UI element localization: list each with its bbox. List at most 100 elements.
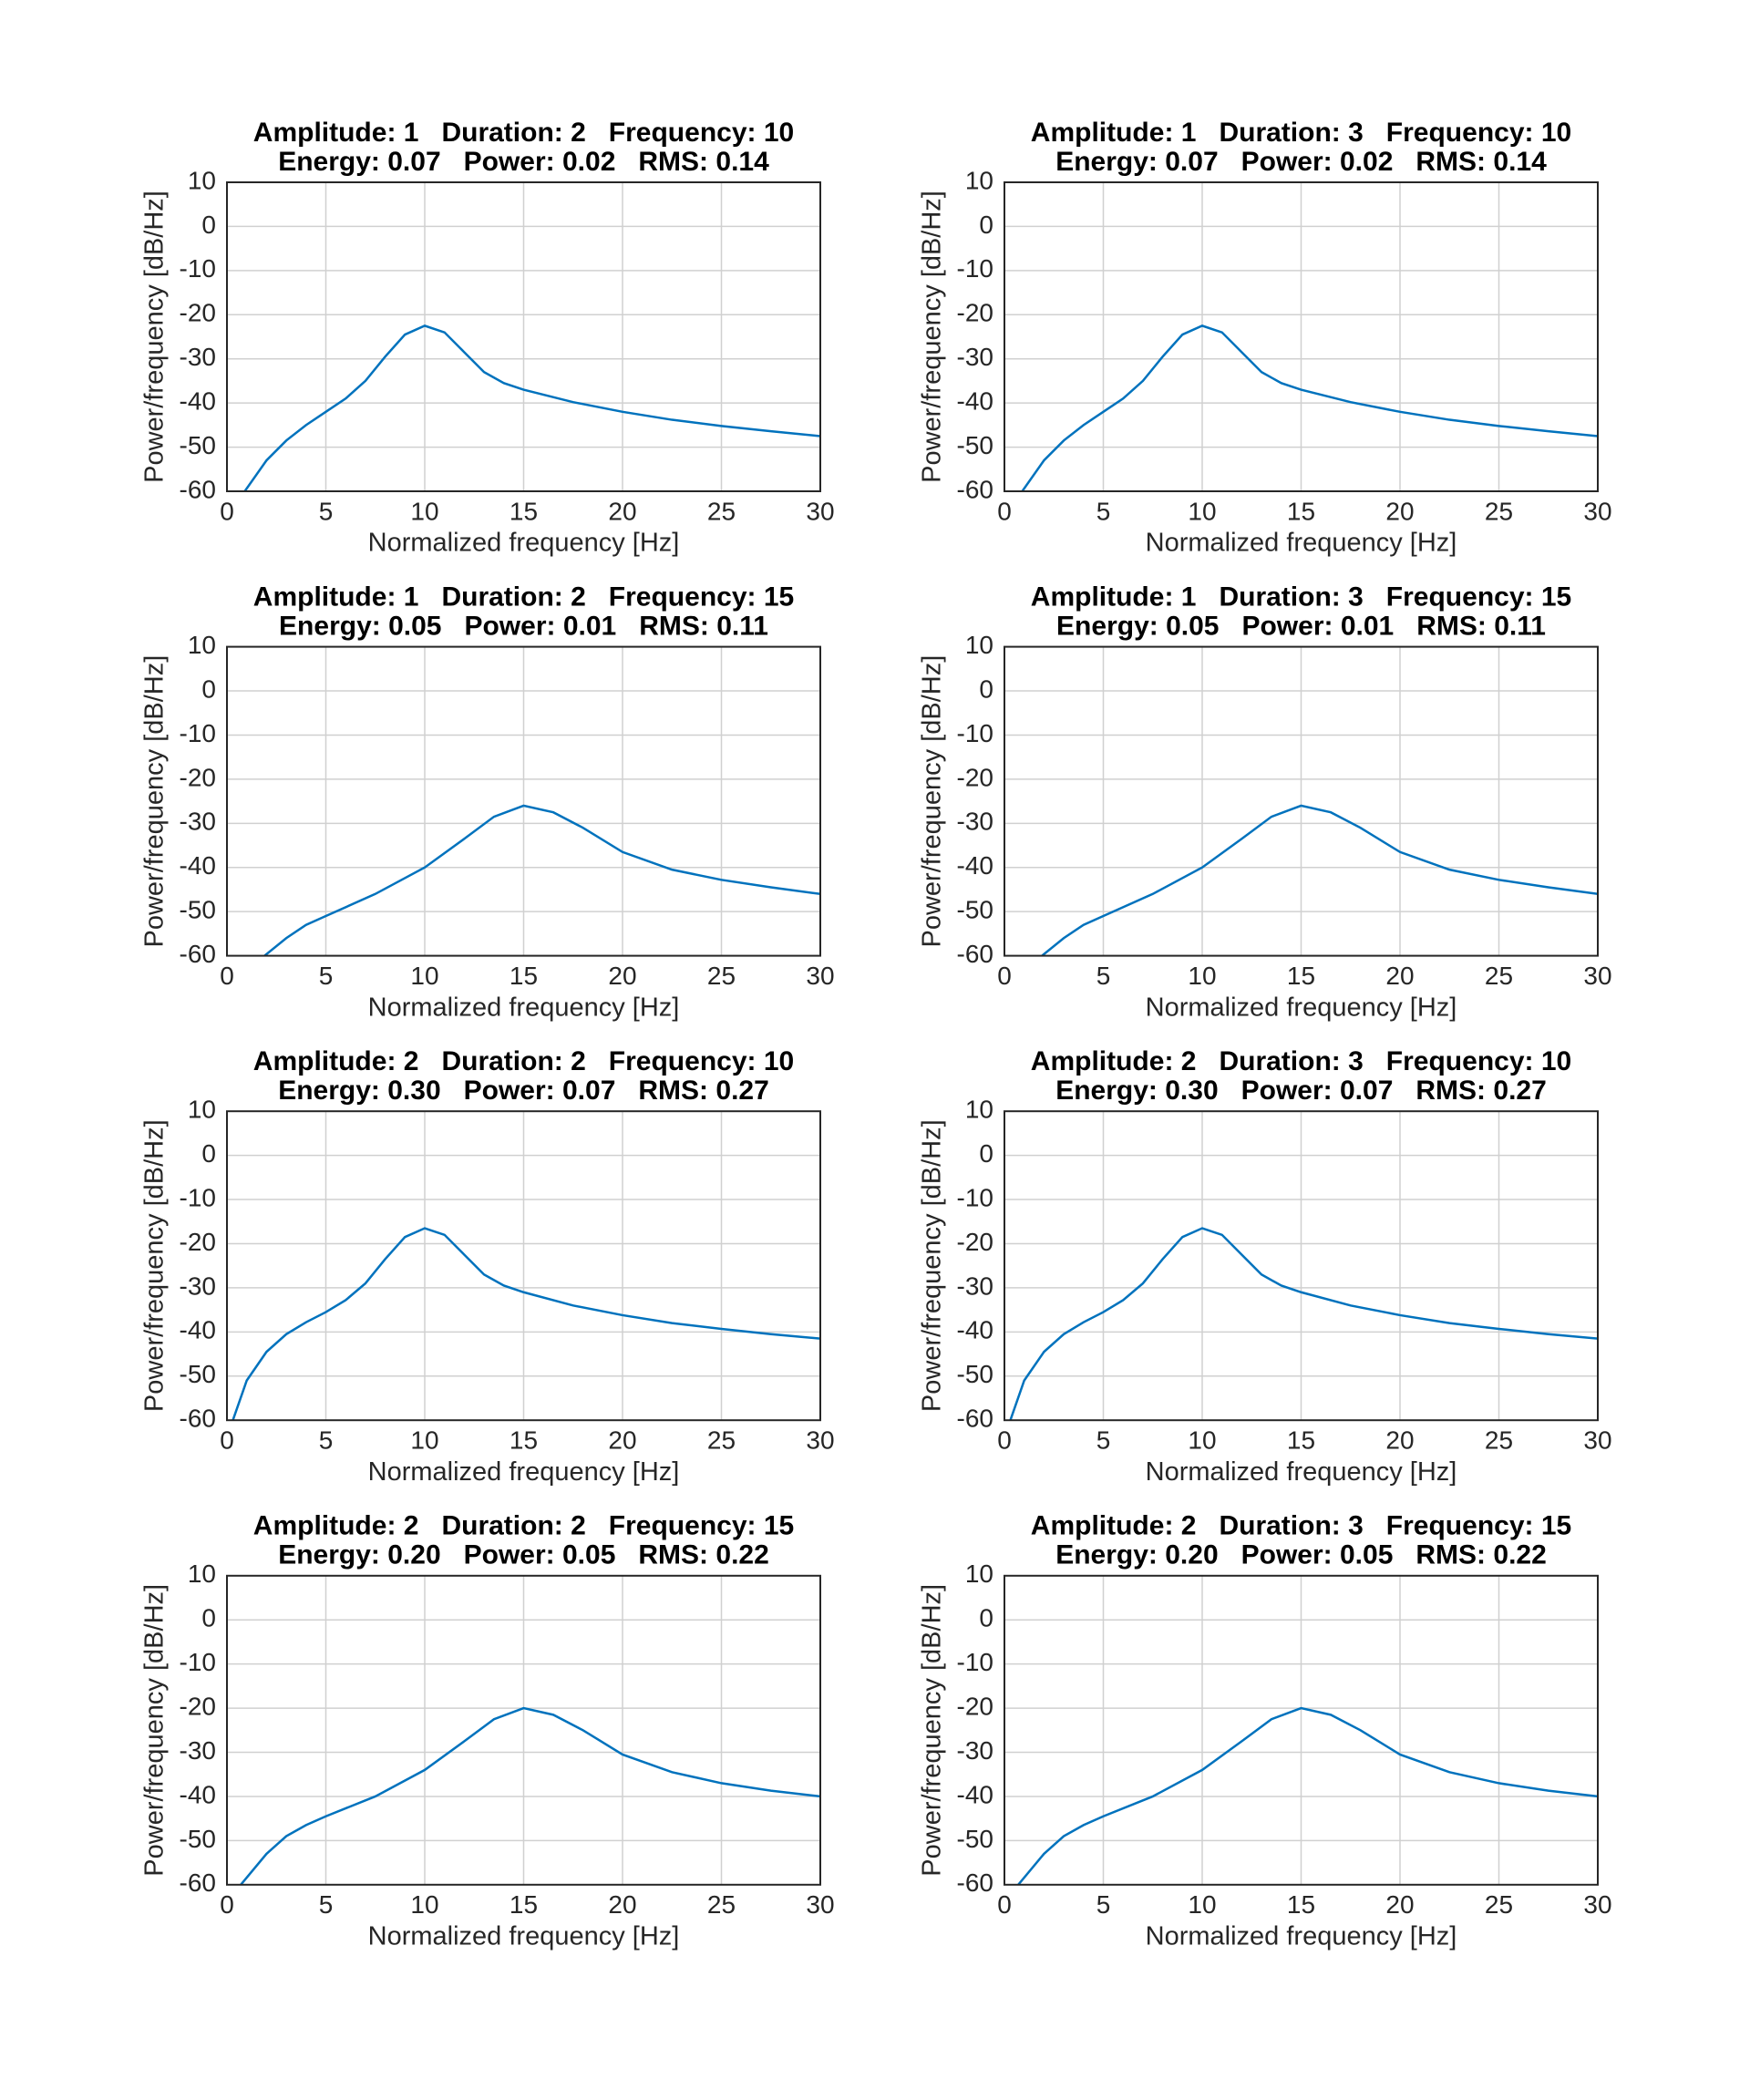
y-tick-label: -30 — [957, 808, 993, 836]
data-line — [263, 804, 820, 956]
x-tick-label: 5 — [319, 1890, 334, 1919]
x-tick-label: 30 — [806, 1426, 834, 1455]
data-line — [232, 1227, 820, 1421]
x-axis-label: Normalized frequency [Hz] — [1146, 993, 1457, 1022]
x-tick-label: 10 — [1188, 497, 1216, 525]
y-tick-label: -50 — [957, 431, 993, 459]
x-tick-label: 25 — [1485, 962, 1513, 990]
y-tick-label: -20 — [180, 1228, 216, 1256]
x-tick-label: 25 — [707, 1890, 736, 1919]
y-tick-label: -30 — [957, 1271, 993, 1300]
x-tick-label: 0 — [997, 1426, 1012, 1455]
y-tick-label: -10 — [180, 1648, 216, 1676]
y-tick-label: -60 — [180, 475, 216, 503]
y-tick-label: 0 — [979, 1604, 993, 1632]
x-axis-label: Normalized frequency [Hz] — [1146, 529, 1457, 558]
y-axis-label: Power/frequency [dB/Hz] — [140, 1584, 170, 1877]
y-tick-label: -60 — [180, 940, 216, 968]
x-tick-label: 10 — [1188, 1426, 1216, 1455]
y-tick-label: 10 — [188, 631, 216, 659]
x-tick-label: 25 — [707, 1426, 736, 1455]
x-tick-label: 10 — [410, 962, 438, 990]
x-tick-label: 30 — [1583, 497, 1611, 525]
x-tick-label: 0 — [997, 1890, 1012, 1919]
x-tick-label: 10 — [410, 1426, 438, 1455]
y-tick-label: -10 — [957, 1183, 993, 1211]
data-line — [1041, 804, 1598, 956]
y-tick-label: -20 — [957, 299, 993, 327]
x-tick-label: 25 — [1485, 497, 1513, 525]
y-tick-label: -30 — [180, 1271, 216, 1300]
data-line — [1021, 324, 1598, 491]
x-tick-label: 10 — [410, 497, 438, 525]
axes-frame — [1004, 181, 1599, 492]
axes-frame — [226, 1574, 821, 1886]
chart-title: Energy: 0.20 Power: 0.05 RMS: 0.22 — [1055, 1540, 1547, 1570]
y-tick-label: -30 — [180, 1736, 216, 1765]
y-tick-label: 0 — [979, 211, 993, 239]
subplot: Amplitude: 1 Duration: 2 Frequency: 15En… — [140, 582, 835, 1023]
y-axis-label: Power/frequency [dB/Hz] — [918, 1584, 947, 1877]
y-tick-label: -50 — [180, 1360, 216, 1388]
x-tick-label: 30 — [1583, 1890, 1611, 1919]
axes-frame — [226, 645, 821, 957]
x-tick-label: 20 — [1385, 497, 1414, 525]
x-tick-label: 0 — [220, 1890, 234, 1919]
x-tick-label: 5 — [1096, 1890, 1111, 1919]
x-tick-label: 25 — [707, 497, 736, 525]
x-axis-label: Normalized frequency [Hz] — [368, 1921, 680, 1951]
y-tick-label: -40 — [180, 1780, 216, 1808]
x-tick-label: 0 — [220, 962, 234, 990]
y-tick-label: -40 — [957, 387, 993, 416]
chart-title: Energy: 0.20 Power: 0.05 RMS: 0.22 — [278, 1540, 769, 1570]
y-tick-label: -40 — [957, 1780, 993, 1808]
chart-title: Amplitude: 1 Duration: 2 Frequency: 10 — [253, 118, 794, 148]
x-tick-label: 15 — [510, 497, 538, 525]
y-tick-label: 10 — [965, 631, 993, 659]
chart-title: Energy: 0.05 Power: 0.01 RMS: 0.11 — [279, 612, 768, 642]
y-tick-label: -50 — [957, 896, 993, 924]
x-tick-label: 30 — [806, 497, 834, 525]
y-tick-label: -10 — [180, 719, 216, 747]
y-tick-label: -50 — [957, 1825, 993, 1853]
y-tick-label: -40 — [180, 851, 216, 880]
y-tick-label: -20 — [180, 1692, 216, 1720]
y-tick-label: -50 — [180, 1825, 216, 1853]
subplot: Amplitude: 1 Duration: 3 Frequency: 10En… — [918, 118, 1612, 558]
y-tick-label: -50 — [957, 1360, 993, 1388]
y-tick-label: -20 — [957, 1228, 993, 1256]
y-tick-label: -10 — [957, 254, 993, 283]
x-tick-label: 15 — [1287, 497, 1315, 525]
x-tick-label: 5 — [319, 497, 334, 525]
chart-title: Amplitude: 2 Duration: 2 Frequency: 15 — [253, 1511, 794, 1541]
y-tick-label: 0 — [201, 211, 216, 239]
x-tick-label: 5 — [1096, 1426, 1111, 1455]
chart-title: Amplitude: 1 Duration: 3 Frequency: 10 — [1031, 118, 1571, 148]
x-tick-label: 20 — [1385, 962, 1414, 990]
axes-frame — [1004, 645, 1599, 957]
x-tick-label: 25 — [707, 962, 736, 990]
y-tick-label: -60 — [957, 475, 993, 503]
axes-frame — [226, 181, 821, 492]
x-tick-label: 15 — [510, 1426, 538, 1455]
x-tick-label: 20 — [608, 962, 636, 990]
y-tick-label: -60 — [957, 1868, 993, 1897]
subplot: Amplitude: 2 Duration: 2 Frequency: 15En… — [140, 1511, 835, 1951]
x-tick-label: 5 — [1096, 497, 1111, 525]
data-line — [243, 324, 820, 491]
subplot: Amplitude: 2 Duration: 3 Frequency: 15En… — [918, 1511, 1612, 1951]
x-tick-label: 0 — [220, 497, 234, 525]
x-tick-label: 15 — [1287, 962, 1315, 990]
y-tick-label: -30 — [180, 808, 216, 836]
axes-frame — [226, 1110, 821, 1422]
y-axis-label: Power/frequency [dB/Hz] — [140, 190, 170, 483]
y-tick-label: -30 — [957, 343, 993, 371]
y-tick-label: -60 — [957, 940, 993, 968]
y-axis-label: Power/frequency [dB/Hz] — [918, 190, 947, 483]
y-tick-label: 0 — [201, 674, 216, 703]
chart-title: Amplitude: 2 Duration: 3 Frequency: 15 — [1031, 1511, 1571, 1541]
x-tick-label: 30 — [1583, 1426, 1611, 1455]
y-tick-label: -60 — [180, 1405, 216, 1433]
data-line — [1009, 1227, 1598, 1421]
y-tick-label: -40 — [180, 387, 216, 416]
